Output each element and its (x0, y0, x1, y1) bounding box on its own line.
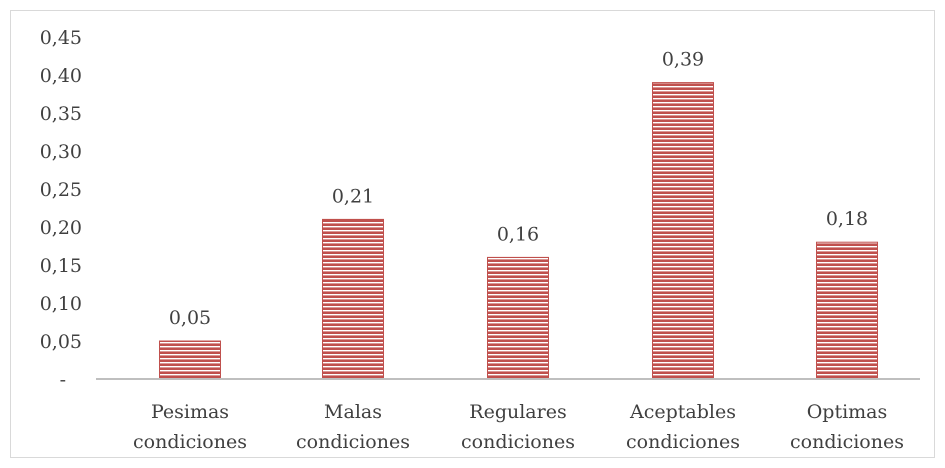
bars (159, 82, 878, 380)
x-axis-category-labels: Pesimas condiciones Malas condiciones Regula… (133, 401, 904, 453)
y-tick-label: - (60, 369, 66, 391)
y-tick-label: 0,20 (40, 217, 82, 239)
y-tick-label: 0,45 (40, 27, 82, 49)
bar (159, 340, 221, 380)
y-tick-label: 0,25 (40, 179, 82, 201)
bar (816, 241, 878, 380)
y-tick-label: 0,30 (40, 141, 82, 163)
bar-value-label: 0,21 (332, 185, 374, 207)
x-category-label: Optimas condiciones (790, 401, 904, 453)
bar-value-label: 0,39 (662, 49, 704, 71)
data-labels: 0,05 0,21 0,16 0,39 0,18 (169, 49, 868, 329)
y-tick-label: 0,35 (40, 103, 82, 125)
chart-frame (10, 10, 935, 458)
bar-value-label: 0,05 (169, 307, 211, 329)
x-category-label: Malas condiciones (296, 401, 410, 453)
bar (322, 218, 384, 380)
y-tick-label: 0,15 (40, 255, 82, 277)
y-tick-label: 0,40 (40, 65, 82, 87)
y-axis-tick-labels: - 0,05 0,10 0,15 0,20 0,25 0,30 0,35 0,40 0,45 (40, 27, 82, 391)
x-category-label: Pesimas condiciones (133, 401, 247, 453)
y-tick-label: 0,10 (40, 293, 82, 315)
y-tick-label: 0,05 (40, 331, 82, 353)
bar (487, 256, 549, 380)
x-category-label: Regulares condiciones (461, 401, 575, 453)
bar-value-label: 0,16 (497, 223, 539, 245)
bar-value-label: 0,18 (826, 208, 868, 230)
bar (652, 82, 714, 380)
x-category-label: Aceptables condiciones (626, 401, 740, 453)
